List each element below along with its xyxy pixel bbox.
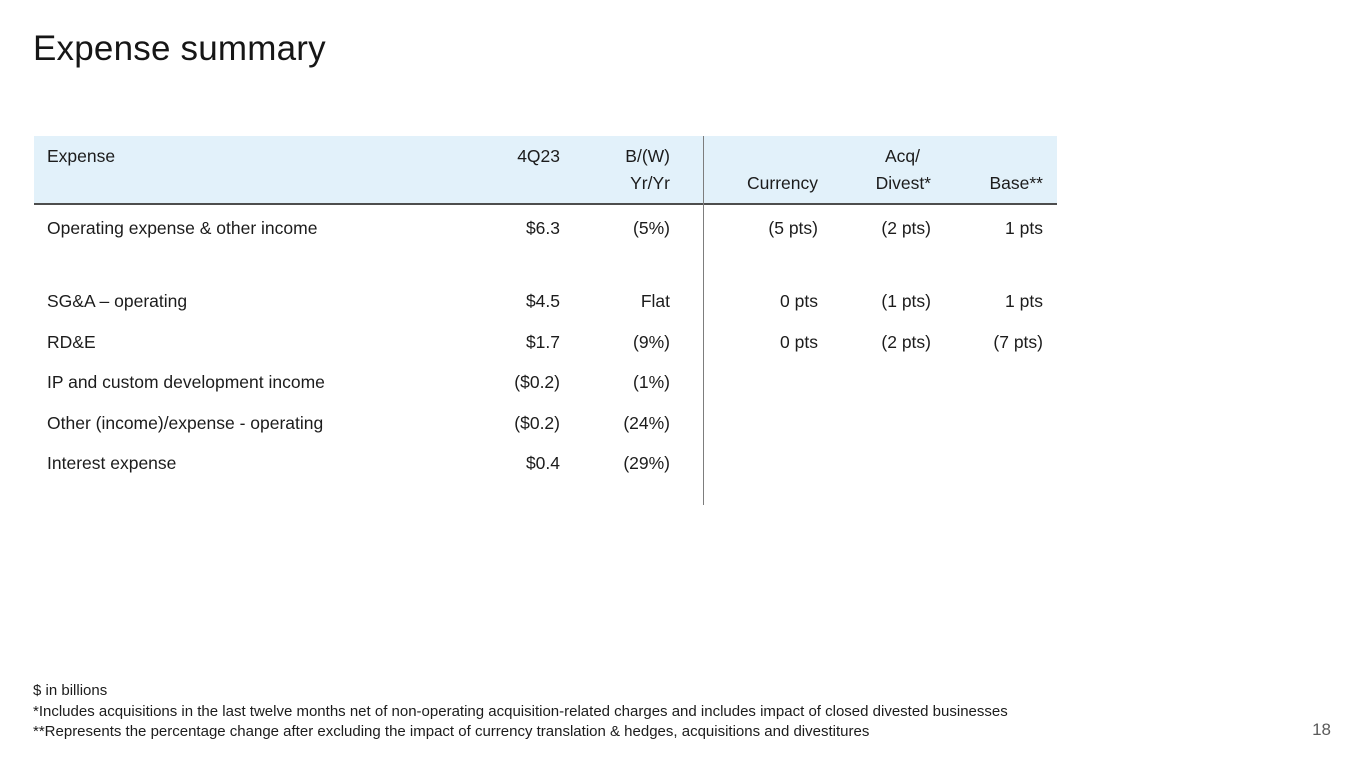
table-row: Interest expense $0.4 (29%)	[34, 444, 1057, 485]
row-bw-value: (5%)	[633, 218, 670, 239]
header-bw-yryr: B/(W) Yr/Yr	[625, 146, 670, 193]
table-row: Operating expense & other income $6.3 (5…	[34, 205, 1057, 253]
row-4q23-value: $0.4	[525, 453, 560, 474]
row-label: Other (income)/expense - operating	[47, 412, 324, 433]
row-acq-divest-value: (2 pts)	[881, 331, 931, 352]
row-bw-value: Flat	[640, 291, 670, 312]
footnote-billions: $ in billions	[33, 682, 108, 699]
table-tail-spacer	[34, 484, 1057, 505]
table-body: Operating expense & other income $6.3 (5…	[34, 205, 1057, 505]
header-expense: Expense	[47, 146, 116, 166]
header-acq-divest: Acq/ Divest*	[875, 146, 931, 193]
table-header-row: Expense 4Q23 B/(W) Yr/Yr Currency Acq/ D…	[34, 136, 1057, 205]
row-acq-divest-value: (1 pts)	[881, 291, 931, 312]
row-label: SG&A – operating	[47, 291, 188, 312]
header-currency: Currency	[747, 173, 818, 193]
footnote-base: **Represents the percentage change after…	[33, 723, 870, 741]
table-row: SG&A – operating $4.5 Flat 0 pts (1 pts)…	[34, 282, 1057, 323]
row-label: RD&E	[47, 331, 96, 352]
row-4q23-value: $6.3	[525, 218, 560, 239]
row-base-value: 1 pts	[1005, 218, 1043, 239]
row-acq-divest-value: (2 pts)	[881, 218, 931, 239]
row-currency-value: 0 pts	[780, 291, 818, 312]
footnote-acq-divest: *Includes acquisitions in the last twelv…	[33, 702, 1008, 720]
row-base-value: 1 pts	[1005, 291, 1043, 312]
row-4q23-value: ($0.2)	[514, 412, 560, 433]
column-divider-line	[703, 136, 704, 505]
row-bw-value: (1%)	[633, 372, 670, 393]
row-label: IP and custom development income	[47, 372, 325, 393]
header-gap	[670, 143, 703, 197]
header-base: Base**	[989, 173, 1043, 193]
row-bw-value: (24%)	[623, 412, 670, 433]
table-row: Other (income)/expense - operating ($0.2…	[34, 403, 1057, 444]
row-currency-value: 0 pts	[780, 331, 818, 352]
page-number: 18	[1312, 720, 1331, 739]
row-label: Operating expense & other income	[47, 218, 318, 239]
footnotes: $ in billions *Includes acquisitions in …	[33, 681, 1213, 743]
row-4q23-value: $1.7	[525, 331, 560, 352]
expense-summary-table: Expense 4Q23 B/(W) Yr/Yr Currency Acq/ D…	[34, 136, 1057, 505]
row-label: Interest expense	[47, 453, 177, 474]
page-title: Expense summary	[33, 29, 326, 68]
table-row: RD&E $1.7 (9%) 0 pts (2 pts) (7 pts)	[34, 322, 1057, 363]
row-4q23-value: ($0.2)	[514, 372, 560, 393]
header-4q23: 4Q23	[517, 146, 560, 166]
header-right-gap	[1043, 143, 1057, 197]
row-base-value: (7 pts)	[993, 331, 1043, 352]
table-row: IP and custom development income ($0.2) …	[34, 363, 1057, 404]
table-spacer-row	[34, 253, 1057, 282]
row-bw-value: (9%)	[633, 331, 670, 352]
row-currency-value: (5 pts)	[768, 218, 818, 239]
row-bw-value: (29%)	[623, 453, 670, 474]
row-4q23-value: $4.5	[525, 291, 560, 312]
